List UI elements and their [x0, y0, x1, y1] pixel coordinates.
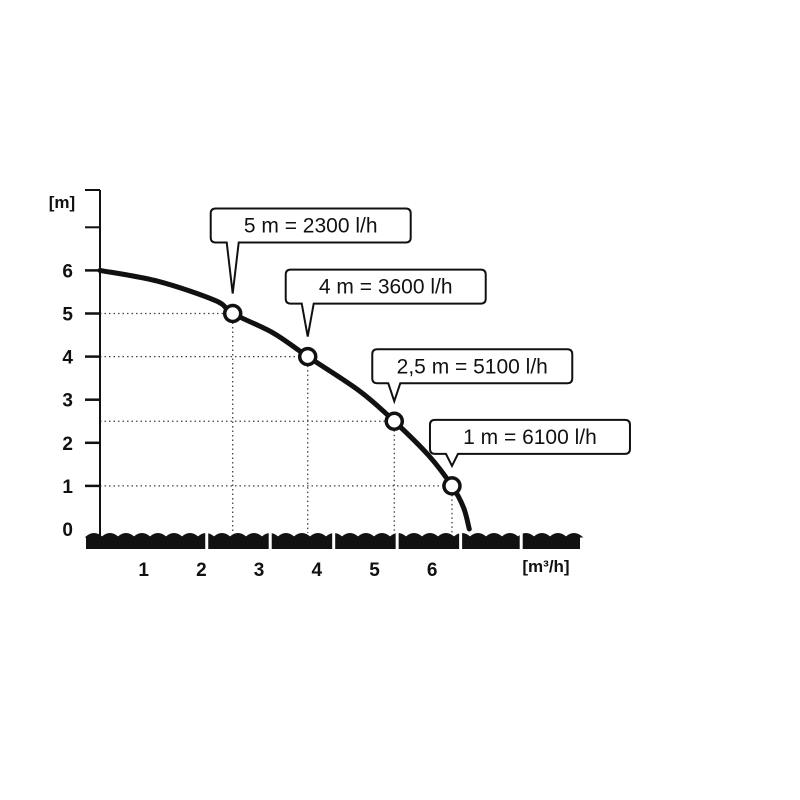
- data-point-marker: [442, 476, 462, 496]
- x-axis-label: [m³/h]: [522, 557, 569, 576]
- y-tick-label: 5: [62, 305, 73, 326]
- x-tick-label: 5: [369, 560, 380, 581]
- y-tick-label: 0: [62, 520, 73, 541]
- callout-box: [428, 418, 631, 469]
- x-tick-label: 2: [196, 560, 207, 581]
- water-tick-gap: [332, 531, 336, 551]
- water-tick-gap: [268, 531, 272, 551]
- y-tick-label: 6: [62, 261, 73, 282]
- pump-curve: [97, 267, 472, 532]
- x-tick-label: 1: [138, 560, 149, 581]
- water-surface: [84, 531, 584, 551]
- callout-label: 5 m = 2300 l/h: [244, 215, 378, 238]
- water-tick-gap: [519, 531, 523, 551]
- callouts: 5 m = 2300 l/h 4 m = 3600 l/h 2,5 m = 5100…: [209, 207, 631, 469]
- data-point-marker: [297, 346, 318, 367]
- x-tick-label: 4: [312, 560, 323, 581]
- water-tick-gap: [205, 531, 209, 551]
- callout-box: [284, 268, 487, 337]
- x-tick-label: 6: [427, 560, 438, 581]
- water-tick-gap: [459, 531, 463, 551]
- reference-lines: [100, 312, 453, 533]
- y-tick-label: 2: [62, 434, 73, 455]
- y-axis-label: [m]: [49, 193, 75, 212]
- y-tick-label: 1: [62, 477, 73, 498]
- y-tick-label: 4: [62, 348, 73, 369]
- callout-box: [209, 207, 412, 294]
- callout-label: 2,5 m = 5100 l/h: [397, 355, 548, 378]
- callout-label: 4 m = 3600 l/h: [319, 276, 453, 299]
- callout-box: [371, 348, 574, 405]
- pump-curve-line: [97, 267, 472, 532]
- water-tick-gap: [395, 531, 399, 551]
- callout-label: 1 m = 6100 l/h: [463, 426, 597, 449]
- data-point-marker: [222, 303, 243, 324]
- data-point-marker: [384, 411, 405, 431]
- axes: [m] [m³/h] 0 1 2 3 4 5 6 1 2 3 4 5 6: [49, 189, 570, 581]
- y-tick-label: 3: [62, 391, 73, 412]
- x-tick-label: 3: [254, 560, 265, 581]
